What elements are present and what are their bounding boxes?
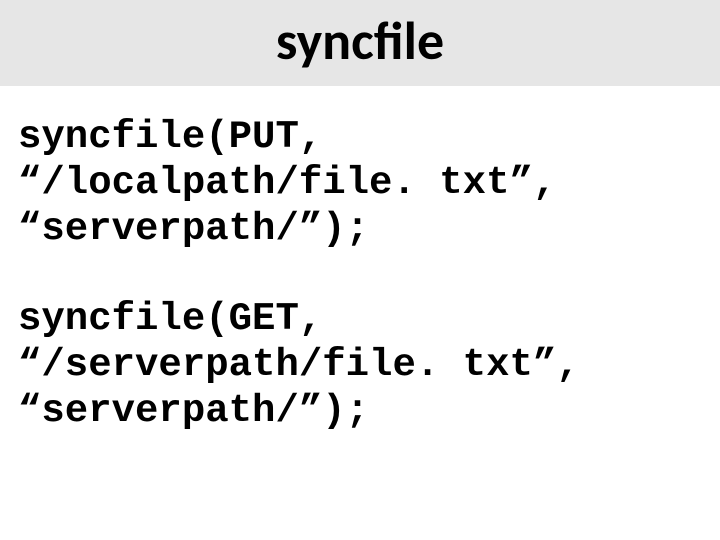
slide-content: syncfile(PUT, “/localpath/file. txt”, “s… — [0, 86, 720, 434]
code-example-get: syncfile(GET, “/serverpath/file. txt”, “… — [18, 296, 702, 434]
code-example-put: syncfile(PUT, “/localpath/file. txt”, “s… — [18, 114, 702, 252]
slide-header: syncfile — [0, 0, 720, 86]
slide-title: syncfile — [0, 8, 720, 74]
